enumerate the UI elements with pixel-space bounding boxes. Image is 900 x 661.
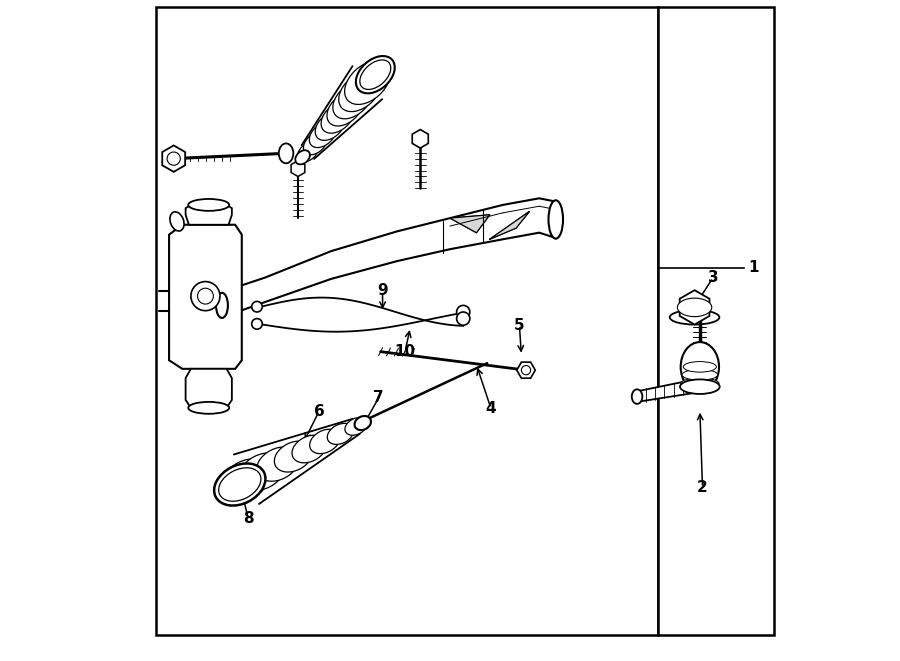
- Circle shape: [456, 305, 470, 319]
- Text: 2: 2: [698, 481, 708, 495]
- Bar: [658, 7, 774, 635]
- Ellipse shape: [682, 369, 717, 380]
- Ellipse shape: [328, 423, 354, 444]
- Ellipse shape: [295, 150, 310, 165]
- Polygon shape: [680, 290, 709, 325]
- Polygon shape: [490, 212, 529, 239]
- Ellipse shape: [678, 298, 712, 317]
- Polygon shape: [637, 380, 692, 402]
- Ellipse shape: [188, 402, 230, 414]
- Ellipse shape: [683, 362, 716, 372]
- Circle shape: [521, 366, 531, 375]
- Circle shape: [191, 282, 220, 311]
- Circle shape: [252, 301, 262, 312]
- Polygon shape: [412, 130, 428, 148]
- Text: 4: 4: [486, 401, 496, 416]
- Ellipse shape: [355, 416, 371, 430]
- Text: 9: 9: [377, 284, 388, 298]
- Polygon shape: [185, 205, 232, 225]
- Polygon shape: [291, 161, 305, 176]
- Circle shape: [252, 319, 262, 329]
- Circle shape: [197, 288, 213, 304]
- Ellipse shape: [256, 447, 299, 481]
- Ellipse shape: [298, 142, 319, 162]
- Polygon shape: [169, 225, 242, 369]
- Text: 10: 10: [394, 344, 416, 359]
- Ellipse shape: [680, 379, 720, 394]
- Ellipse shape: [274, 441, 312, 472]
- Ellipse shape: [333, 81, 373, 119]
- Ellipse shape: [345, 61, 390, 104]
- Ellipse shape: [327, 91, 364, 126]
- Polygon shape: [222, 198, 556, 317]
- Bar: [156, 7, 658, 635]
- Polygon shape: [450, 215, 490, 233]
- Ellipse shape: [315, 112, 346, 140]
- Ellipse shape: [548, 200, 563, 239]
- Polygon shape: [185, 369, 232, 408]
- Ellipse shape: [219, 468, 261, 501]
- Ellipse shape: [279, 143, 293, 163]
- Polygon shape: [162, 145, 185, 172]
- Text: 3: 3: [707, 270, 718, 285]
- Circle shape: [686, 299, 703, 316]
- Ellipse shape: [360, 60, 391, 89]
- Text: 5: 5: [514, 318, 525, 332]
- Polygon shape: [517, 362, 535, 378]
- Text: 6: 6: [314, 404, 325, 418]
- Ellipse shape: [239, 453, 285, 490]
- Ellipse shape: [188, 199, 230, 211]
- Ellipse shape: [310, 122, 337, 147]
- Circle shape: [167, 152, 180, 165]
- Ellipse shape: [303, 132, 328, 155]
- Ellipse shape: [214, 463, 266, 506]
- Text: 7: 7: [374, 391, 384, 405]
- Text: 1: 1: [749, 260, 760, 275]
- Ellipse shape: [170, 212, 184, 231]
- Circle shape: [456, 312, 470, 325]
- Ellipse shape: [292, 435, 326, 463]
- Ellipse shape: [321, 102, 355, 133]
- Text: 8: 8: [243, 512, 254, 526]
- Ellipse shape: [338, 71, 381, 112]
- Ellipse shape: [310, 429, 340, 453]
- Ellipse shape: [345, 418, 367, 435]
- Ellipse shape: [680, 378, 719, 389]
- Ellipse shape: [670, 310, 719, 325]
- Ellipse shape: [632, 389, 643, 404]
- Ellipse shape: [216, 293, 228, 318]
- Ellipse shape: [680, 342, 719, 391]
- Ellipse shape: [221, 459, 272, 500]
- Ellipse shape: [356, 56, 395, 93]
